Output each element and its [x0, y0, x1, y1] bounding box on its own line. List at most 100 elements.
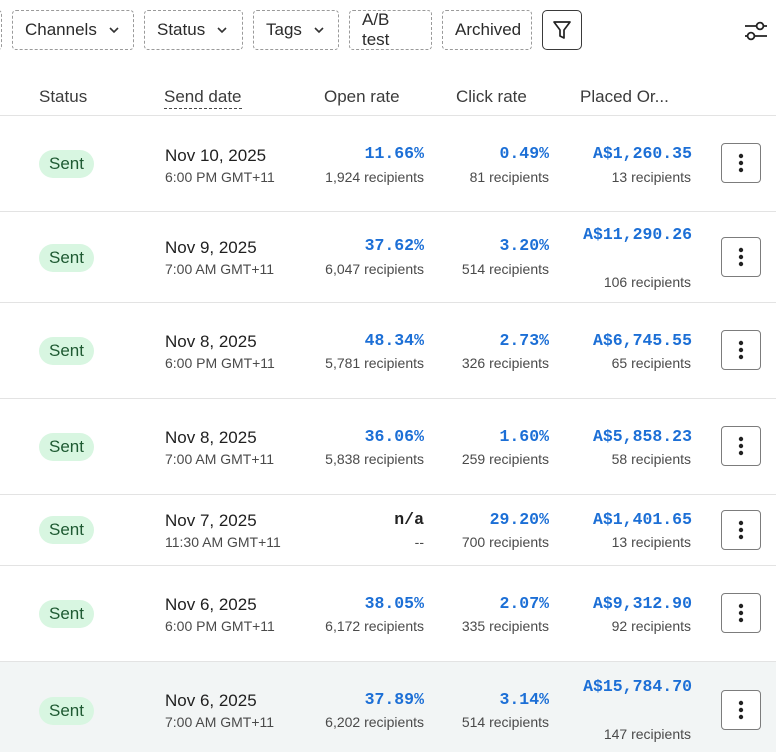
placed-orders-recipients: 65 recipients	[611, 355, 691, 371]
vertical-ellipsis-icon	[738, 340, 744, 360]
open-rate-recipients: 1,924 recipients	[325, 169, 424, 185]
column-header-open-rate[interactable]: Open rate	[324, 87, 400, 106]
status-badge: Sent	[39, 244, 94, 272]
table-row[interactable]: Sent Nov 9, 2025 7:00 AM GMT+11 37.62% 6…	[0, 212, 776, 303]
chevron-down-icon	[109, 27, 119, 34]
table-row[interactable]: Sent Nov 7, 2025 11:30 AM GMT+11 n/a -- …	[0, 495, 776, 566]
table-header: Status Send date Open rate Click rate Pl…	[0, 62, 776, 116]
click-rate-recipients: 700 recipients	[461, 534, 549, 550]
placed-orders-recipients: 58 recipients	[611, 451, 691, 467]
click-rate-value: 3.20%	[499, 236, 549, 255]
vertical-ellipsis-icon	[738, 247, 744, 267]
click-rate-recipients: 326 recipients	[461, 355, 549, 371]
vertical-ellipsis-icon	[738, 436, 744, 456]
vertical-ellipsis-icon	[738, 700, 744, 720]
send-time: 11:30 AM GMT+11	[165, 534, 281, 550]
row-actions-button[interactable]	[721, 330, 761, 370]
status-badge: Sent	[39, 516, 94, 544]
click-rate-recipients: 259 recipients	[461, 451, 549, 467]
filter-funnel-icon	[553, 21, 571, 39]
filter-chip-partial[interactable]	[0, 10, 2, 50]
vertical-ellipsis-icon	[738, 520, 744, 540]
click-rate-value: 2.73%	[499, 331, 549, 350]
open-rate-value: 38.05%	[364, 594, 424, 613]
open-rate-value: 37.89%	[364, 690, 424, 709]
table-row[interactable]: Sent Nov 8, 2025 7:00 AM GMT+11 36.06% 5…	[0, 399, 776, 495]
row-actions-button[interactable]	[721, 237, 761, 277]
open-rate-recipients: 5,781 recipients	[325, 355, 424, 371]
status-badge: Sent	[39, 600, 94, 628]
placed-orders-recipients: 13 recipients	[611, 169, 691, 185]
filter-bar: Channels Status Tags A/B test Archived	[0, 0, 782, 62]
send-time: 6:00 PM GMT+11	[165, 169, 275, 185]
status-badge: Sent	[39, 433, 94, 461]
placed-orders-value: A$9,312.90	[592, 594, 692, 613]
send-date: Nov 10, 2025	[165, 146, 267, 165]
placed-orders-value: A$15,784.70	[583, 677, 692, 696]
column-header-placed-orders[interactable]: Placed Or...	[580, 87, 669, 106]
send-time: 6:00 PM GMT+11	[165, 618, 275, 634]
click-rate-recipients: 514 recipients	[461, 261, 549, 277]
filter-chip-ab-test[interactable]: A/B test	[349, 10, 432, 50]
placed-orders-value: A$5,858.23	[592, 427, 692, 446]
send-date: Nov 6, 2025	[165, 595, 257, 614]
filter-chip-label: A/B test	[362, 10, 390, 49]
open-rate-value: 37.62%	[364, 236, 424, 255]
chevron-down-icon	[217, 27, 227, 34]
click-rate-recipients: 514 recipients	[461, 714, 549, 730]
table-row[interactable]: Sent Nov 8, 2025 6:00 PM GMT+11 48.34% 5…	[0, 303, 776, 399]
chevron-down-icon	[314, 27, 324, 34]
vertical-ellipsis-icon	[738, 153, 744, 173]
click-rate-value: 29.20%	[489, 510, 549, 529]
send-date: Nov 6, 2025	[165, 691, 257, 710]
table-row[interactable]: Sent Nov 10, 2025 6:00 PM GMT+11 11.66% …	[0, 116, 776, 212]
placed-orders-value: A$11,290.26	[583, 225, 692, 244]
click-rate-recipients: 335 recipients	[461, 618, 549, 634]
column-header-click-rate[interactable]: Click rate	[456, 87, 527, 106]
open-rate-value: 11.66%	[364, 144, 424, 163]
table-row[interactable]: Sent Nov 6, 2025 6:00 PM GMT+11 38.05% 6…	[0, 566, 776, 662]
row-actions-button[interactable]	[721, 143, 761, 183]
placed-orders-recipients: 92 recipients	[611, 618, 691, 634]
placed-orders-value: A$1,260.35	[592, 144, 692, 163]
send-date: Nov 8, 2025	[165, 428, 257, 447]
row-actions-button[interactable]	[721, 690, 761, 730]
placed-orders-value: A$1,401.65	[592, 510, 692, 529]
status-badge: Sent	[39, 697, 94, 725]
settings-button[interactable]	[741, 16, 771, 46]
filter-chip-tags[interactable]: Tags	[253, 10, 339, 50]
placed-orders-value: A$6,745.55	[592, 331, 692, 350]
open-rate-value: 48.34%	[364, 331, 424, 350]
column-header-status[interactable]: Status	[39, 87, 88, 106]
placed-orders-recipients: 147 recipients	[603, 726, 691, 742]
row-actions-button[interactable]	[721, 510, 761, 550]
row-actions-button[interactable]	[721, 426, 761, 466]
column-header-send-date[interactable]: Send date	[164, 87, 242, 109]
click-rate-value: 0.49%	[499, 144, 549, 163]
status-badge: Sent	[39, 150, 94, 178]
filter-chip-channels[interactable]: Channels	[12, 10, 134, 50]
open-rate-recipients: --	[414, 534, 424, 550]
vertical-ellipsis-icon	[738, 603, 744, 623]
send-time: 7:00 AM GMT+11	[165, 714, 275, 730]
filter-chip-label: Tags	[266, 20, 302, 39]
open-rate-value: 36.06%	[364, 427, 424, 446]
open-rate-value: n/a	[394, 510, 424, 529]
placed-orders-recipients: 106 recipients	[603, 274, 691, 290]
filter-chip-status[interactable]: Status	[144, 10, 243, 50]
filter-chip-archived[interactable]: Archived	[442, 10, 532, 50]
filter-button[interactable]	[542, 10, 582, 50]
click-rate-value: 1.60%	[499, 427, 549, 446]
open-rate-recipients: 6,172 recipients	[325, 618, 424, 634]
row-actions-button[interactable]	[721, 593, 761, 633]
click-rate-value: 2.07%	[499, 594, 549, 613]
open-rate-recipients: 6,202 recipients	[325, 714, 424, 730]
sliders-settings-icon	[745, 21, 767, 41]
send-time: 6:00 PM GMT+11	[165, 355, 275, 371]
send-date: Nov 9, 2025	[165, 238, 257, 257]
table-row[interactable]: Sent Nov 6, 2025 7:00 AM GMT+11 37.89% 6…	[0, 662, 776, 752]
status-badge: Sent	[39, 337, 94, 365]
open-rate-recipients: 5,838 recipients	[325, 451, 424, 467]
send-time: 7:00 AM GMT+11	[165, 261, 275, 277]
placed-orders-recipients: 13 recipients	[611, 534, 691, 550]
